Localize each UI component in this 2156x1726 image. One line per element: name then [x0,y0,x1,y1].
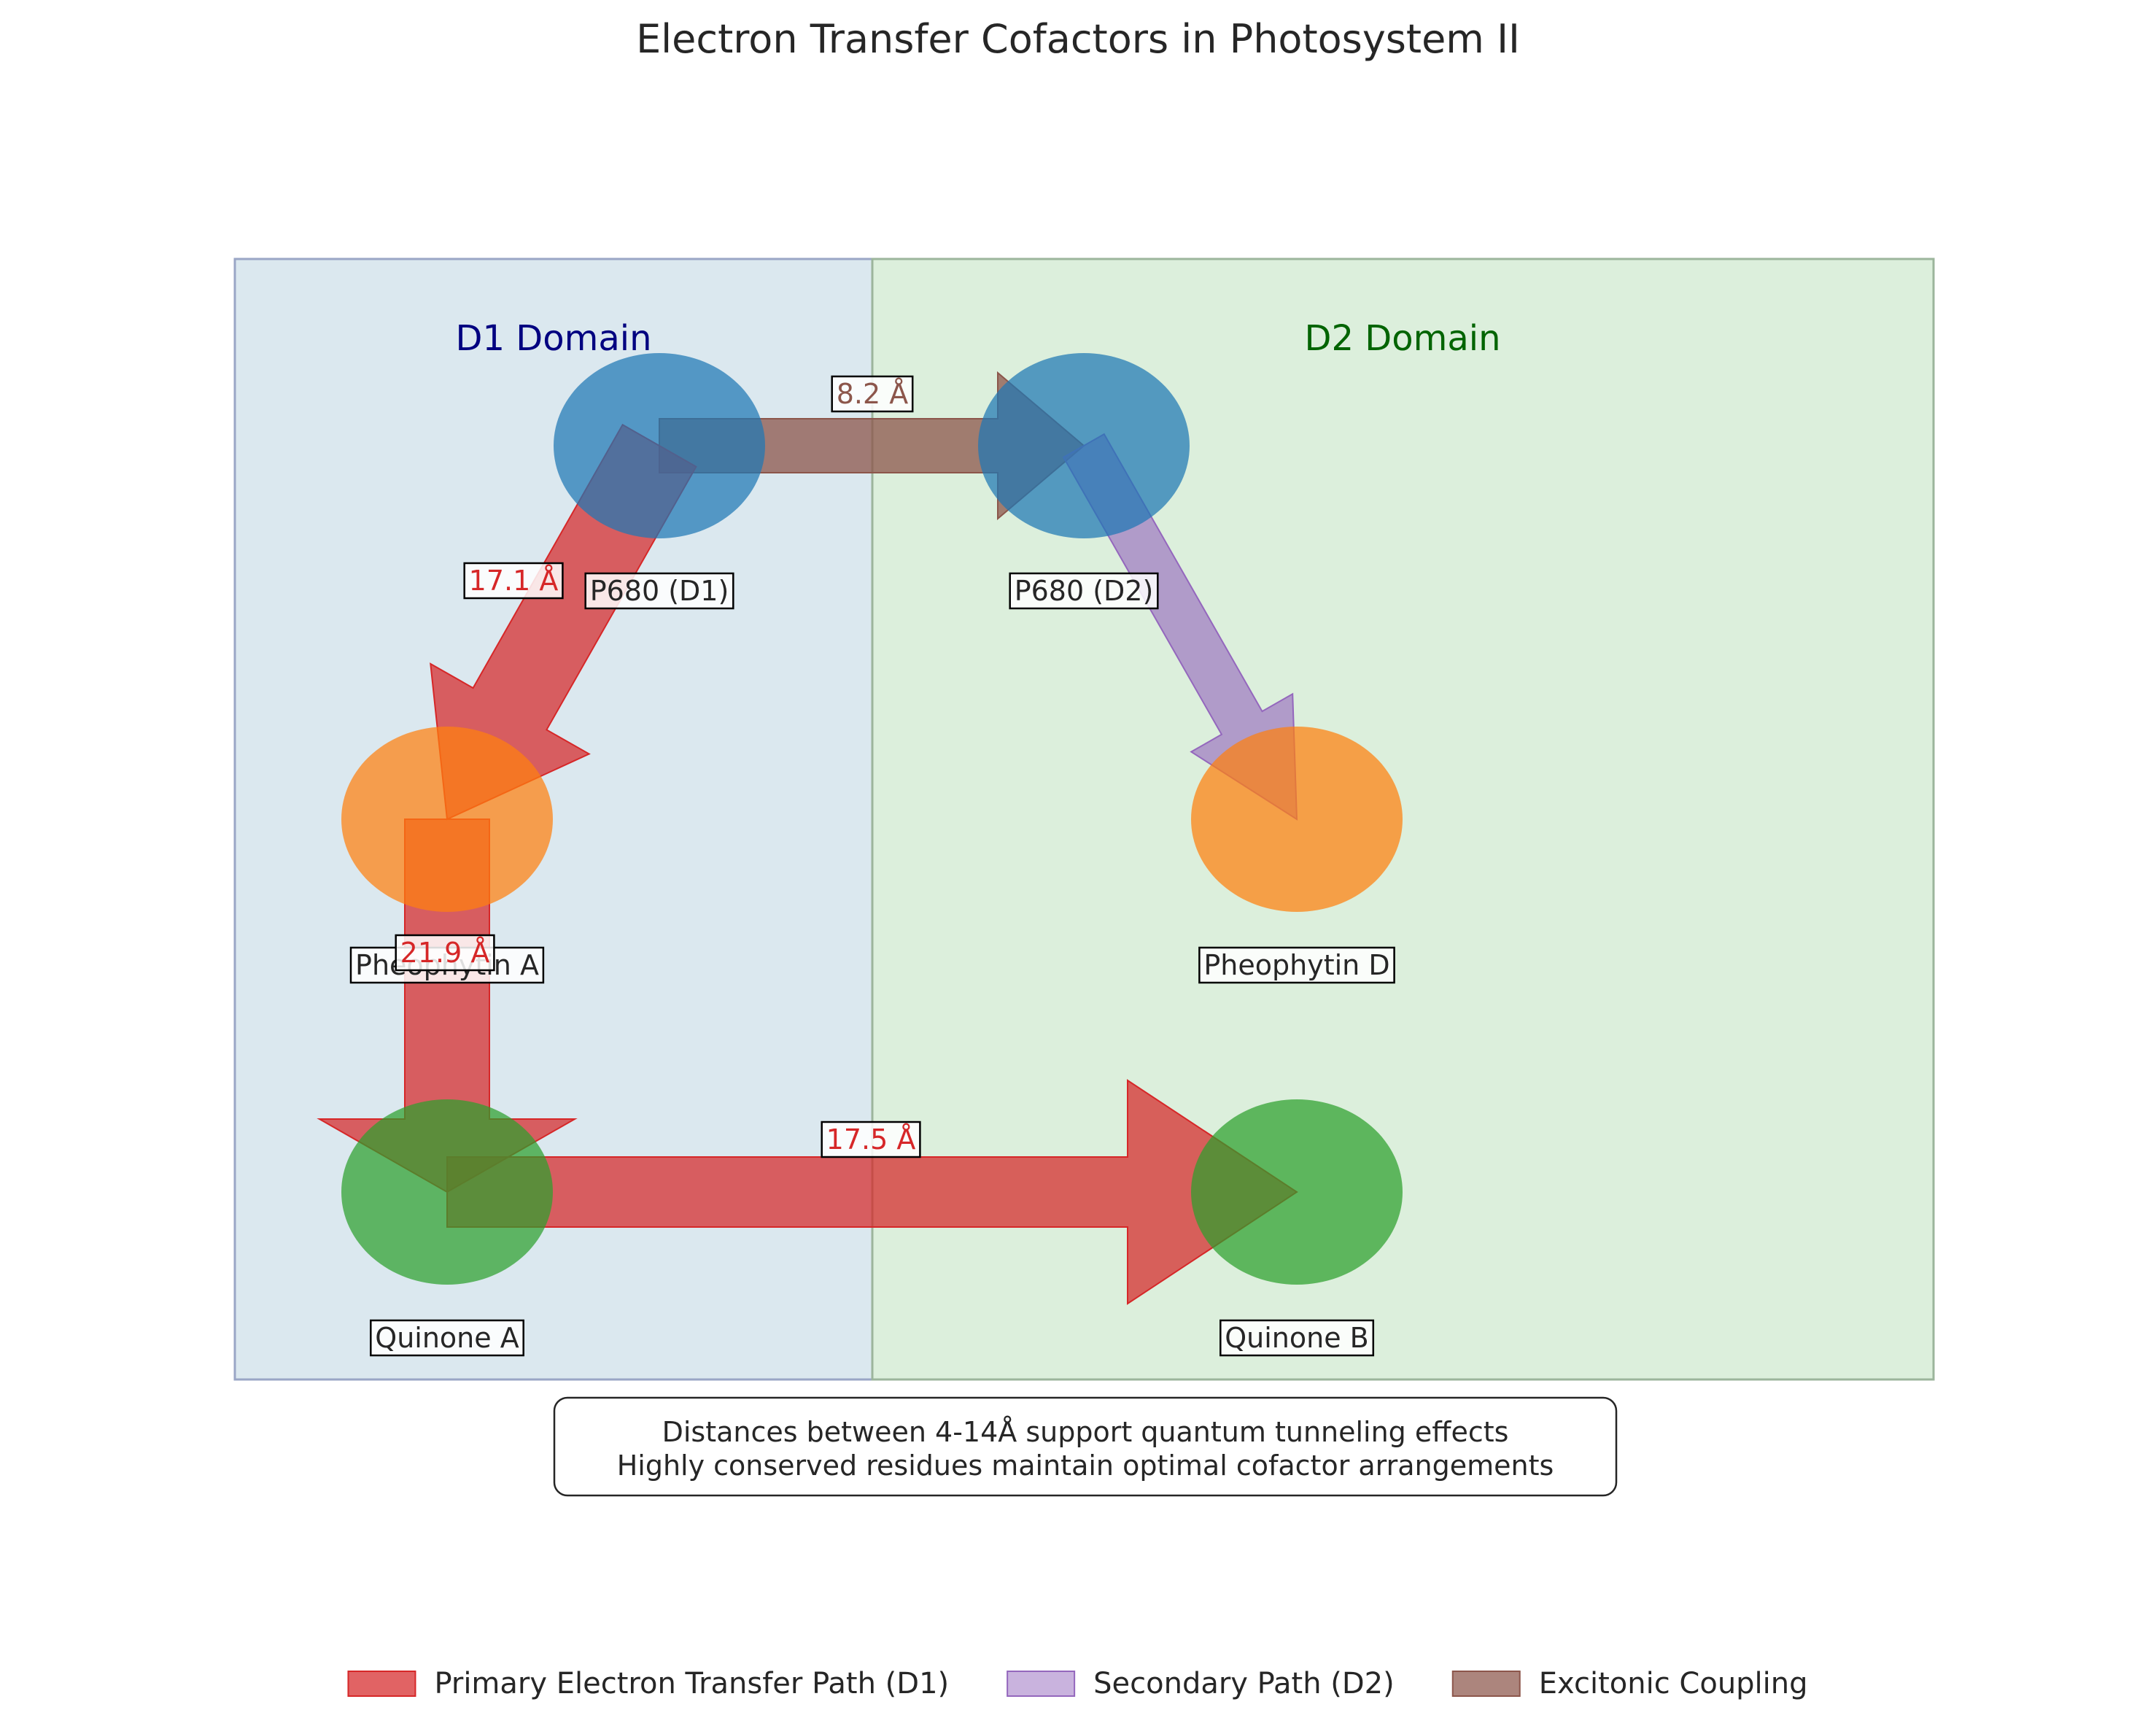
note-line-2: Highly conserved residues maintain optim… [617,1450,1554,1482]
distance-label-t2-text: 21.9 Å [400,937,490,969]
p680_d2-label-frame [1009,572,1159,610]
distance-label-t3: 17.5 Å [821,1121,921,1158]
distance-label-t1: 17.1 Å [463,562,564,600]
cofactor-labels: P680 (D1) P680 (D2) Pheophytin A Pheophytin… [349,572,1395,1357]
quinone_a-label-frame [370,1319,524,1357]
note-box-frame [553,1396,1618,1497]
legend-swatch-secondary [1007,1671,1076,1697]
cofactor-nodes [341,353,1403,1285]
quinone_b-label-text: Quinone B [1225,1322,1369,1354]
pheo_a-label: Pheophytin A [349,946,545,984]
legend-label-primary: Primary Electron Transfer Path (D1) [434,1667,949,1700]
distance-label-t2: 21.9 Å [395,934,495,972]
note-line-1: Distances between 4-14Å support quantum … [662,1416,1509,1448]
p680_d2-label: P680 (D2) [1009,572,1159,610]
p680_d1-label-text: P680 (D1) [590,575,729,607]
note-box: Distances between 4-14Å support quantum … [553,1396,1618,1497]
p680_d2-label-text: P680 (D2) [1015,575,1154,607]
distance-label-t5: 8.2 Å [831,375,914,413]
p680_d2-node [978,353,1190,538]
quinone_b-label-frame [1219,1319,1375,1357]
distance-label-t5-frame [831,375,914,413]
d2-domain-label: D2 Domain [1304,318,1500,359]
legend-swatch-primary [347,1671,416,1697]
legend-swatch-excitonic [1451,1671,1521,1697]
distance-label-t1-frame [463,562,564,600]
legend-label-secondary: Secondary Path (D2) [1093,1667,1395,1700]
legend-label-excitonic: Excitonic Coupling [1539,1667,1808,1700]
pheo_d-label-frame [1198,946,1395,984]
quinone_a-node [341,1099,553,1285]
distance-label-t5-text: 8.2 Å [837,378,909,410]
pheo_d-node [1191,727,1403,912]
pheo_d-label: Pheophytin D [1198,946,1395,984]
arrow-quinone_a-to-quinone_b [446,1079,1298,1305]
legend: Primary Electron Transfer Path (D1) Secon… [347,1667,1808,1700]
d1-domain-label: D1 Domain [455,318,651,359]
distance-label-t2-frame [395,934,495,972]
p680_d1-label: P680 (D1) [584,572,734,610]
quinone_a-label-text: Quinone A [375,1322,519,1354]
p680_d1-node [554,353,765,538]
quinone_b-node [1191,1099,1403,1285]
distance-labels: 17.1 Å 21.9 Å 17.5 Å 8.2 Å [395,375,921,1158]
distance-label-t1-text: 17.1 Å [469,565,559,597]
pheo_d-label-text: Pheophytin D [1203,949,1389,981]
quinone_b-label: Quinone B [1219,1319,1375,1357]
p680_d1-label-frame [584,572,734,610]
distance-label-t3-frame [821,1121,921,1158]
pheo_a-node [341,727,553,912]
distance-label-t3-text: 17.5 Å [826,1123,916,1156]
quinone_a-label: Quinone A [370,1319,524,1357]
diagram-title: Electron Transfer Cofactors in Photosyst… [636,16,1520,62]
